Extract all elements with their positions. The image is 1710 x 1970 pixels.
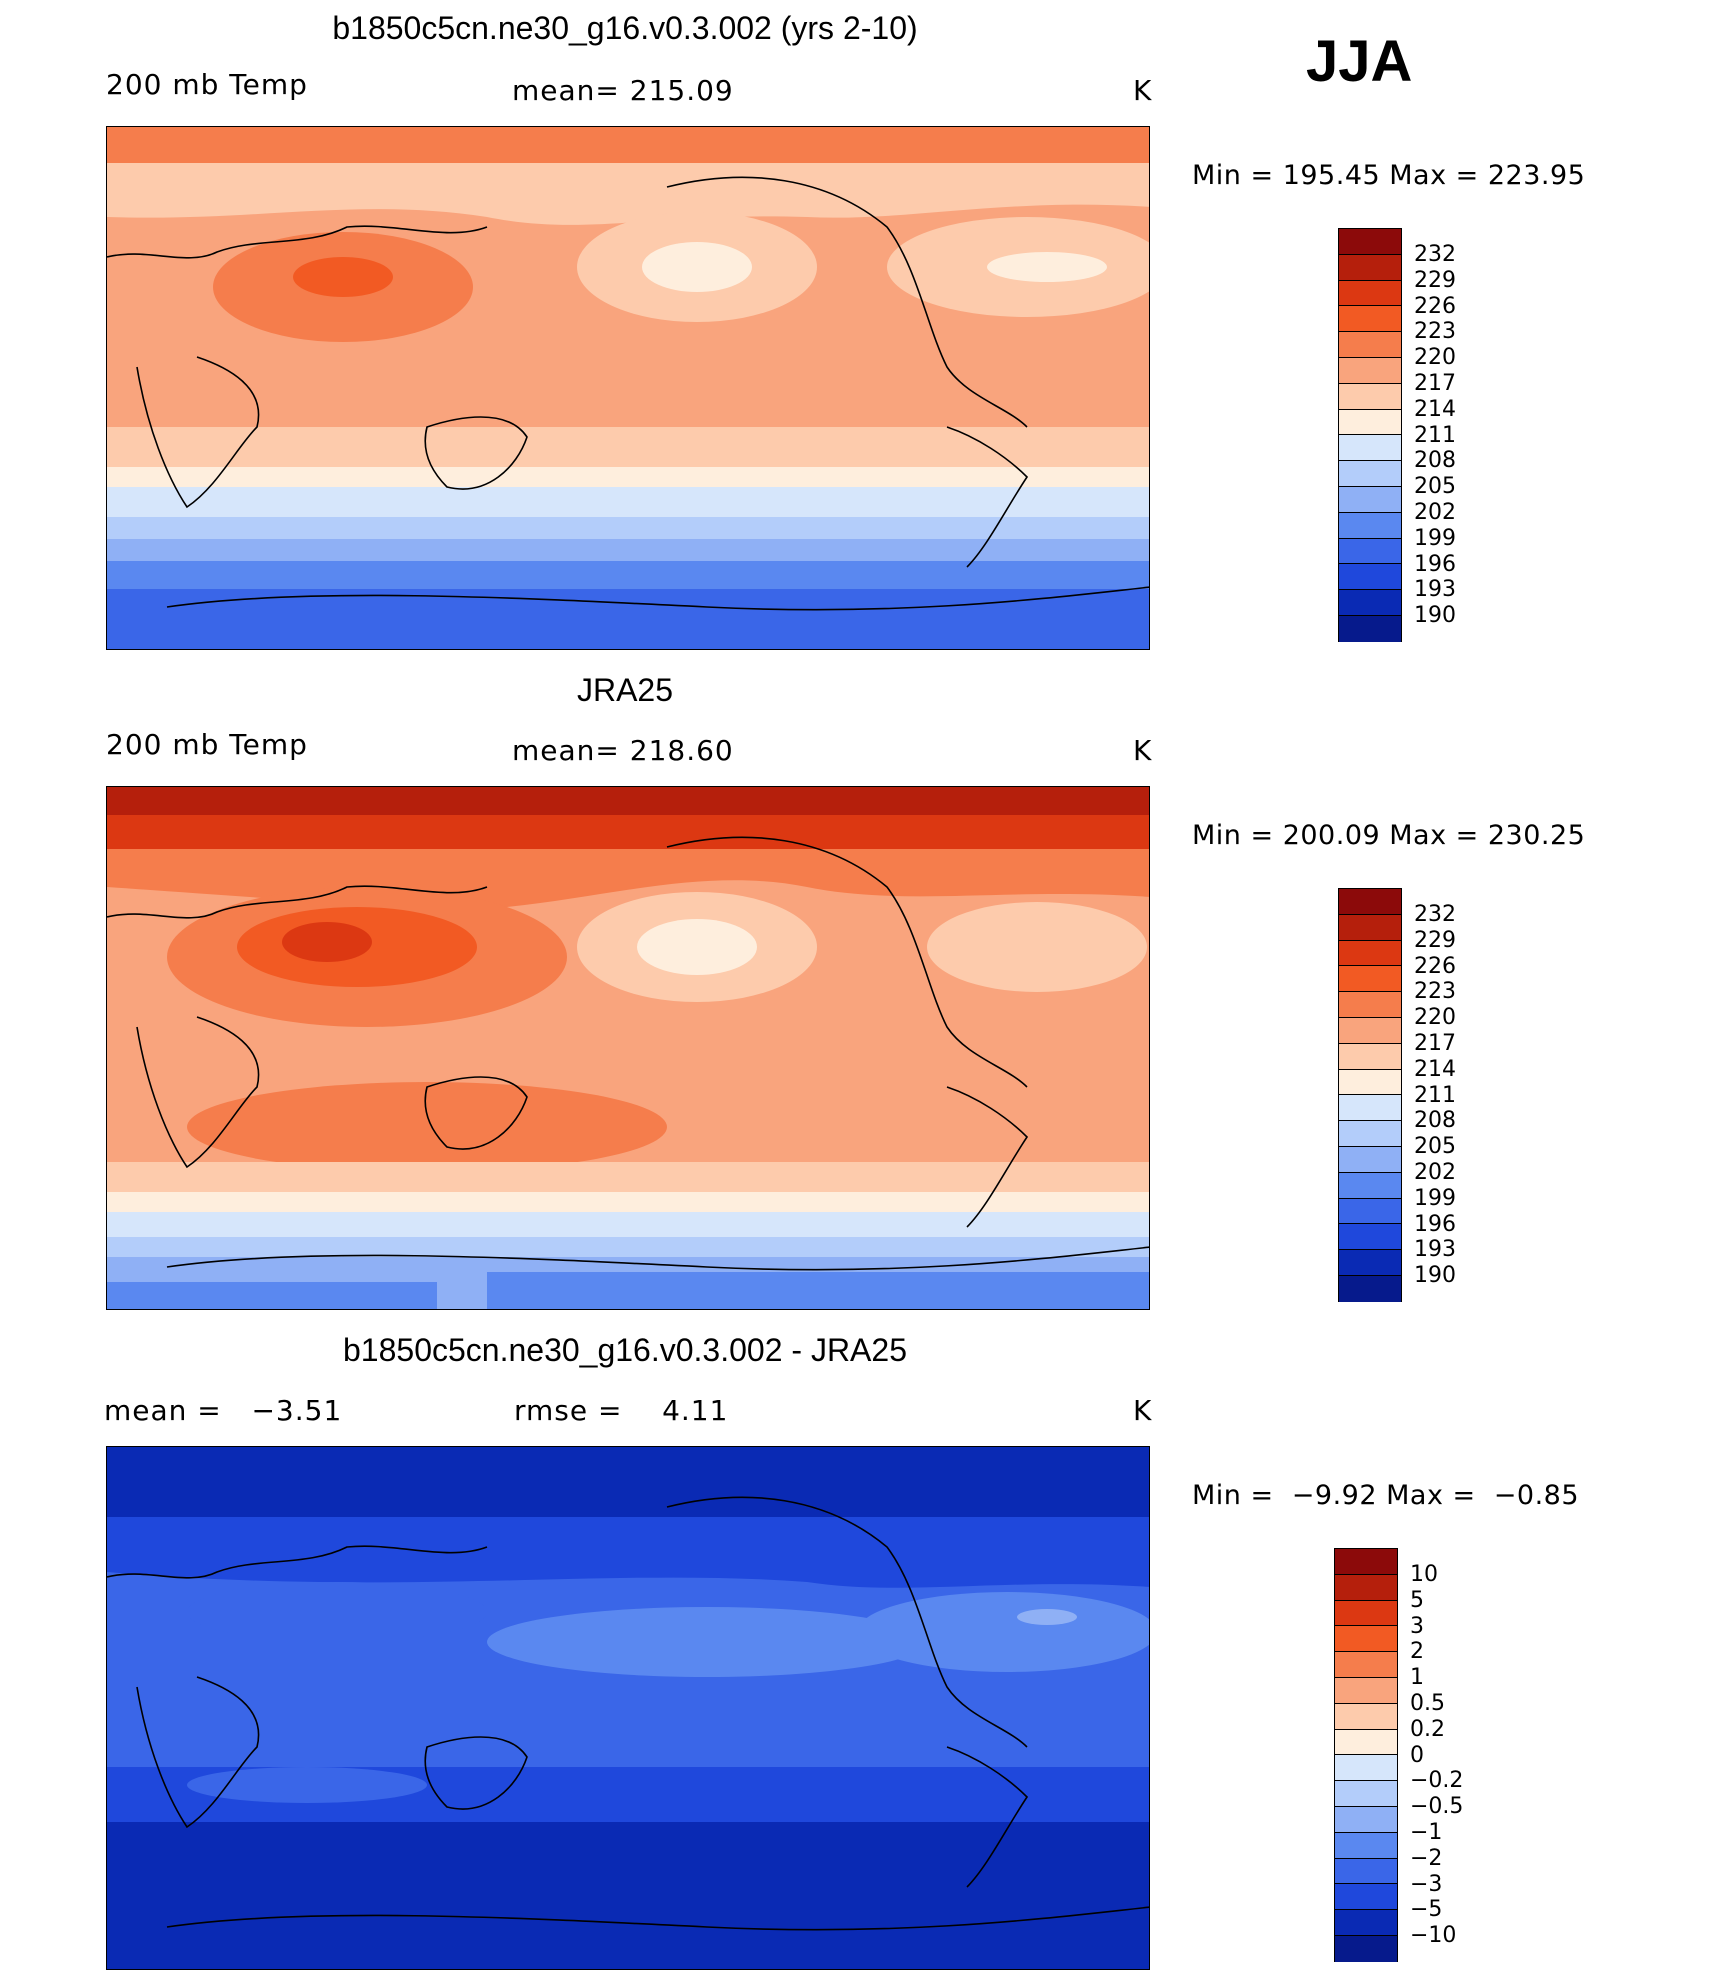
panel3-map [106, 1446, 1150, 1970]
panel1-mean-label: mean= 215.09 [512, 74, 734, 107]
panel1-title: b1850c5cn.ne30_g16.v0.3.002 (yrs 2-10) [332, 10, 918, 46]
colorbar-label: −1 [1410, 1819, 1443, 1845]
colorbar-label: −5 [1410, 1897, 1443, 1923]
colorbar-label: 1 [1410, 1665, 1424, 1691]
panel3-colorbar [1334, 1548, 1398, 1962]
colorbar-label: −0.2 [1410, 1768, 1464, 1794]
colorbar-label: 2 [1410, 1639, 1424, 1665]
panel2-mean-label: mean= 218.60 [512, 734, 734, 767]
colorbar-label: 220 [1414, 345, 1456, 371]
panel1-colorbar [1338, 228, 1402, 642]
panel2-title: JRA25 [576, 672, 674, 708]
colorbar-label: −0.5 [1410, 1794, 1464, 1820]
colorbar-label: 229 [1414, 927, 1456, 953]
colorbar-label: 217 [1414, 370, 1456, 396]
colorbar-label: 202 [1414, 1159, 1456, 1185]
colorbar-label: 223 [1414, 319, 1456, 345]
colorbar-label: 199 [1414, 1185, 1456, 1211]
colorbar-label: 232 [1414, 242, 1456, 267]
panel3-title: b1850c5cn.ne30_g16.v0.3.002 - JRA25 [343, 1332, 907, 1368]
colorbar-label: 229 [1414, 267, 1456, 293]
colorbar-label: 220 [1414, 1005, 1456, 1031]
colorbar-label: −2 [1410, 1845, 1443, 1871]
colorbar-label: 193 [1414, 577, 1456, 603]
panel2-units-label: K [1133, 734, 1153, 767]
colorbar-label: −3 [1410, 1871, 1443, 1897]
colorbar-label: 217 [1414, 1030, 1456, 1056]
panel3-map-svg [107, 1447, 1149, 1969]
panel2-colorbar-labels: 232 229 226 223 220 217 214 211 208 205 … [1414, 902, 1456, 1289]
colorbar-label: 190 [1414, 603, 1456, 629]
colorbar-label: 214 [1414, 396, 1456, 422]
panel3-rmse-label: rmse = 4.11 [514, 1394, 729, 1427]
colorbar-label: 196 [1414, 1211, 1456, 1237]
panel1-units-label: K [1133, 74, 1153, 107]
colorbar-label: 5 [1410, 1587, 1424, 1613]
panel1-map [106, 126, 1150, 650]
colorbar-label: 0 [1410, 1742, 1424, 1768]
colorbar-label: 223 [1414, 979, 1456, 1005]
colorbar-label: 3 [1410, 1613, 1424, 1639]
colorbar-label: 199 [1414, 525, 1456, 551]
colorbar-label: 193 [1414, 1237, 1456, 1263]
colorbar-label: 10 [1410, 1562, 1438, 1587]
panel1-minmax-label: Min = 195.45 Max = 223.95 [1192, 160, 1586, 191]
colorbar-label: 0.2 [1410, 1716, 1445, 1742]
panel2-minmax-label: Min = 200.09 Max = 230.25 [1192, 820, 1586, 851]
colorbar-label: 226 [1414, 293, 1456, 319]
panel3-units-label: K [1133, 1394, 1153, 1427]
panel1-colorbar-labels: 232 229 226 223 220 217 214 211 208 205 … [1414, 242, 1456, 629]
panel1-variable-label: 200 mb Temp [106, 68, 308, 101]
colorbar-label: 202 [1414, 499, 1456, 525]
panel1-map-svg [107, 127, 1149, 649]
colorbar-label: 190 [1414, 1263, 1456, 1289]
colorbar-label: 0.5 [1410, 1690, 1445, 1716]
panel2-map-svg [107, 787, 1149, 1309]
season-label: JJA [1306, 29, 1413, 94]
colorbar-label: 196 [1414, 551, 1456, 577]
panel2-map [106, 786, 1150, 1310]
colorbar-label: 232 [1414, 902, 1456, 927]
colorbar-label: 226 [1414, 953, 1456, 979]
panel2-variable-label: 200 mb Temp [106, 728, 308, 761]
colorbar-label: 208 [1414, 1108, 1456, 1134]
colorbar-label: 211 [1414, 422, 1456, 448]
colorbar-label: 205 [1414, 474, 1456, 500]
panel3-colorbar-labels: 10 5 3 2 1 0.5 0.2 0 −0.2 −0.5 −1 −2 −3 … [1410, 1562, 1463, 1949]
colorbar-label: 214 [1414, 1056, 1456, 1082]
panel3-minmax-label: Min = −9.92 Max = −0.85 [1192, 1480, 1580, 1511]
colorbar-label: −10 [1410, 1923, 1457, 1949]
colorbar-label: 208 [1414, 448, 1456, 474]
colorbar-label: 205 [1414, 1134, 1456, 1160]
panel2-colorbar [1338, 888, 1402, 1302]
colorbar-label: 211 [1414, 1082, 1456, 1108]
panel3-mean-label: mean = −3.51 [104, 1394, 343, 1427]
